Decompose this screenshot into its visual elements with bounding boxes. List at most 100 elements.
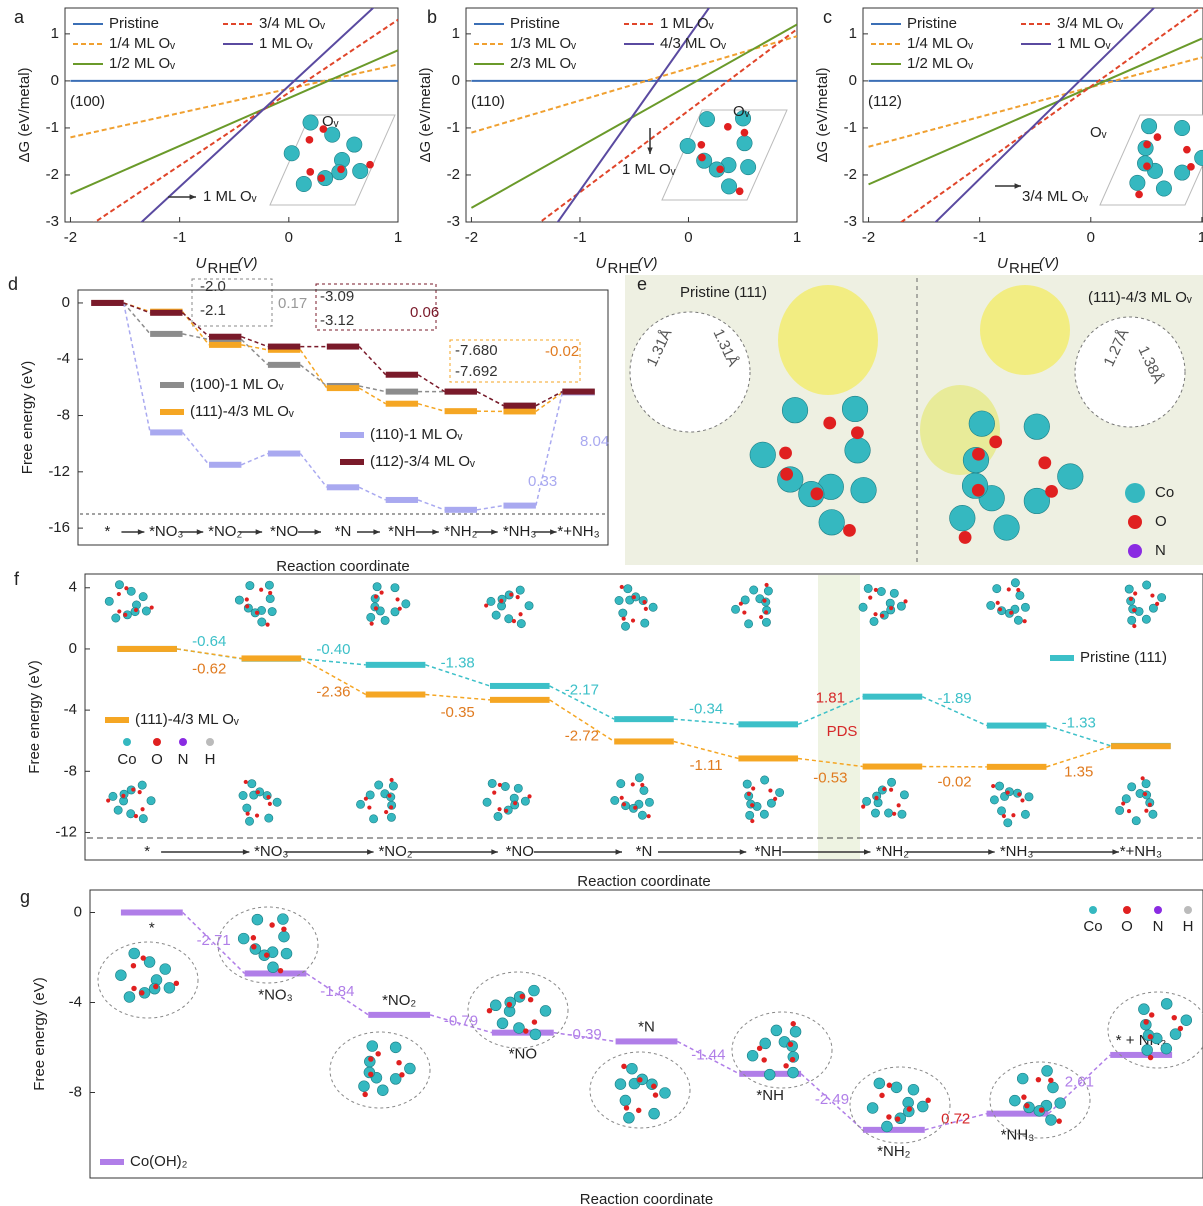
x-axis-label-sub: RHE (1009, 260, 1041, 277)
atom (638, 811, 646, 819)
legend-swatch (105, 717, 129, 723)
atom (367, 806, 371, 810)
atom (1161, 1043, 1172, 1054)
energy-level (445, 408, 477, 414)
atom (640, 783, 644, 787)
atom (265, 814, 273, 822)
x-tick-label: 1 (793, 229, 801, 246)
element-dot (1125, 483, 1145, 503)
element-label: Co (117, 751, 136, 768)
atom (1174, 120, 1189, 135)
element-dot (206, 738, 214, 746)
x-tick-label: -1 (973, 229, 986, 246)
atom (483, 798, 491, 806)
x-axis-label: Reaction coordinate (577, 873, 710, 890)
y-tick-label: 1 (452, 25, 460, 42)
atom (245, 817, 253, 825)
atom (890, 589, 898, 597)
atom (520, 994, 525, 999)
atom (1181, 1015, 1192, 1026)
atom (266, 594, 274, 602)
category-label: * (144, 843, 150, 860)
atom (1115, 806, 1123, 814)
energy-level (150, 429, 182, 435)
figure: a-2-101-3-2-101ΔG (eV/metal)URHE(V)Prist… (0, 0, 1203, 1206)
annotation: Oᵥ (733, 103, 750, 120)
category-label: *NH (754, 843, 782, 860)
atom (377, 1085, 388, 1096)
step-label: -0.35 (441, 704, 475, 721)
atom (851, 477, 877, 503)
panel-label: e (637, 274, 647, 294)
atom (1048, 1078, 1053, 1083)
energy-level (209, 334, 241, 340)
atom (917, 1101, 928, 1112)
legend-label: 1/3 ML Oᵥ (510, 35, 576, 52)
element-label: N (1155, 542, 1166, 559)
category-label: *N (638, 1018, 655, 1035)
atom (268, 802, 272, 806)
energy-level (738, 721, 798, 727)
atom (140, 807, 144, 811)
annotation: 0.06 (410, 304, 439, 321)
atom (765, 583, 769, 587)
atom (281, 948, 292, 959)
x-axis-label: Reaction coordinate (276, 558, 409, 575)
atom (900, 791, 908, 799)
atom (391, 584, 399, 592)
atom (790, 1057, 795, 1062)
atom (972, 448, 985, 461)
annotation: 3/4 ML Oᵥ (1022, 188, 1088, 205)
atom (1128, 783, 1136, 791)
atom (129, 948, 140, 959)
atom (396, 1060, 401, 1065)
atom (897, 602, 905, 610)
atom (997, 807, 1005, 815)
legend-label: (111)-4/3 ML Oᵥ (190, 403, 294, 420)
atom (790, 1026, 801, 1037)
x-tick-label: -1 (173, 229, 186, 246)
energy-level (268, 451, 300, 457)
legend-label: Pristine (109, 15, 159, 32)
atom (251, 944, 256, 949)
atom (1178, 1026, 1183, 1031)
energy-level (386, 372, 418, 378)
atom (248, 780, 256, 788)
atom (737, 136, 752, 151)
step-label: -2.71 (197, 932, 231, 949)
category-label: *NH₃ (1001, 1127, 1035, 1144)
atom (1048, 1082, 1059, 1093)
y-tick-label: -4 (57, 350, 70, 367)
atom (617, 779, 625, 787)
atom (1055, 1098, 1066, 1109)
atom (1157, 593, 1165, 601)
atom (1024, 414, 1050, 440)
annotation: -2.0 (200, 278, 226, 295)
atom (121, 794, 125, 798)
atom (239, 791, 247, 799)
atom (266, 795, 270, 799)
atom (390, 1042, 401, 1053)
atom (631, 782, 635, 786)
category-label: *NO (506, 843, 534, 860)
atom (368, 1056, 373, 1061)
annotation: 1 ML Oᵥ (203, 188, 257, 205)
atom (698, 154, 706, 162)
x-tick-label: 0 (285, 229, 293, 246)
energy-level (327, 385, 359, 391)
atom (680, 138, 695, 153)
energy-level (1111, 743, 1171, 749)
element-dot (179, 738, 187, 746)
atom (134, 814, 138, 818)
atom (387, 794, 391, 798)
atom (1141, 776, 1145, 780)
atom (1143, 792, 1147, 796)
atom (1009, 1095, 1020, 1106)
atom (504, 809, 508, 813)
atom (112, 614, 120, 622)
atom (879, 1093, 884, 1098)
x-axis-label: Reaction coordinate (580, 1191, 713, 1206)
atom (381, 616, 389, 624)
atom (611, 796, 619, 804)
atom (1142, 1045, 1153, 1056)
